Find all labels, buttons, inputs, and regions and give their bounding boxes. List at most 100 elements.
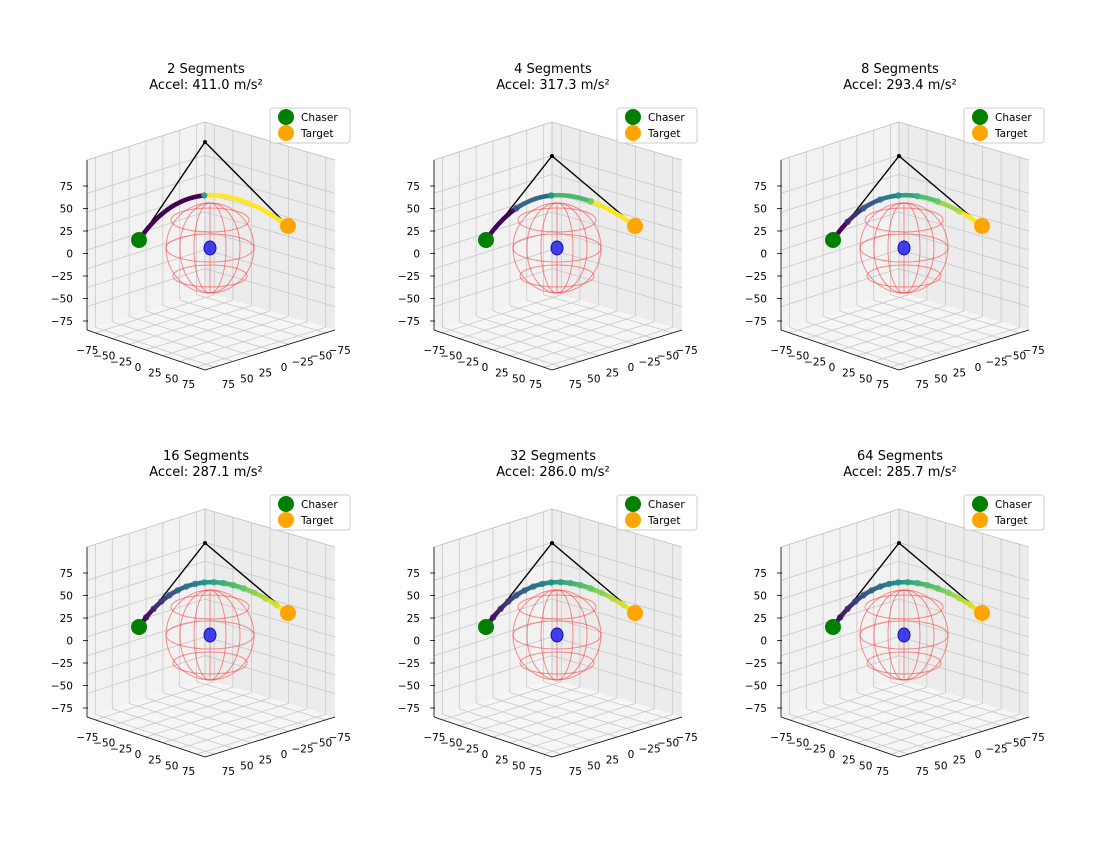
- x-tick-label: 75: [182, 379, 195, 391]
- knot-point: [885, 580, 893, 588]
- legend-chaser-label: Chaser: [995, 499, 1032, 511]
- apex-point: [203, 140, 207, 144]
- legend: Chaser Target: [963, 494, 1045, 531]
- pane-edges: [780, 121, 1030, 292]
- grid-line-floor: [873, 708, 1002, 749]
- center-marker: [203, 627, 217, 643]
- chart-title: 64 Segments: [857, 449, 943, 464]
- z-tick-label: 0: [66, 636, 73, 648]
- x-tick-label: −50: [93, 351, 115, 363]
- y-tick-label: 50: [934, 760, 947, 772]
- chart-subtitle: Accel: 285.7 m/s²: [843, 465, 956, 480]
- grid-line-floor: [442, 326, 562, 368]
- y-tick-label: 25: [606, 368, 619, 380]
- trajectory: [483, 579, 638, 630]
- legend-chaser-marker: [278, 109, 294, 125]
- y-tick-label: 0: [975, 362, 982, 374]
- y-tick-label: 50: [587, 373, 600, 385]
- x-tick-label: 50: [859, 760, 872, 772]
- knot-point: [240, 585, 248, 592]
- x-tick-label: 25: [148, 368, 161, 380]
- grid-line-floor: [509, 316, 636, 357]
- knot-point: [924, 581, 931, 589]
- x-tick-label: 50: [165, 373, 178, 385]
- x-tick-label: 75: [182, 766, 195, 778]
- x-tick-label: −25: [457, 356, 479, 368]
- knot-point: [567, 579, 574, 587]
- apex-point: [550, 154, 554, 158]
- target-marker: [974, 218, 990, 234]
- knot-point: [895, 192, 902, 199]
- apex-point: [203, 541, 207, 545]
- grid-line-floor: [459, 708, 580, 749]
- floor-pane: [434, 292, 682, 370]
- knot-point: [201, 192, 208, 199]
- grid-line-floor: [890, 326, 1020, 368]
- y-tick-label: 75: [222, 766, 235, 778]
- x-tick-label: 0: [482, 749, 489, 761]
- y-tick-label: 25: [259, 755, 272, 767]
- x-tick-label: 0: [829, 749, 836, 761]
- legend-target-marker: [625, 512, 641, 528]
- grid-line-floor: [839, 697, 965, 738]
- grid: [780, 511, 1030, 755]
- y-tick-label: −25: [638, 743, 660, 755]
- grid-line-floor: [196, 713, 326, 755]
- center-marker: [897, 627, 911, 643]
- grid-line-floor: [162, 703, 289, 744]
- y-tick-label: −25: [985, 743, 1007, 755]
- knot-point: [273, 601, 280, 609]
- grid-line-floor: [129, 703, 252, 744]
- z-tick-label: 25: [60, 226, 73, 238]
- legend-chaser-marker: [278, 496, 294, 512]
- z-tick-label: 50: [60, 204, 73, 216]
- y-tick-label: −50: [310, 738, 332, 750]
- grid-line-floor: [806, 708, 927, 749]
- chaser-marker: [478, 232, 494, 248]
- grid-line-floor: [890, 713, 1020, 755]
- knot-point: [210, 579, 217, 586]
- z-tick-label: 25: [407, 226, 420, 238]
- legend-target-label: Target: [994, 128, 1027, 140]
- x-tick-label: −75: [76, 732, 98, 744]
- grid-line-floor: [442, 713, 562, 755]
- chart-title: 8 Segments: [861, 62, 939, 77]
- pane-edges: [433, 121, 683, 292]
- grid-line-floor: [543, 326, 673, 368]
- z-tick-label: 25: [754, 226, 767, 238]
- grid-line-floor: [839, 310, 965, 351]
- knot-point: [220, 579, 227, 587]
- apex-point: [897, 541, 901, 545]
- knot-point: [587, 198, 595, 205]
- grid-line-floor: [95, 713, 215, 755]
- y-tick-label: 50: [240, 760, 253, 772]
- grid-line-floor: [789, 326, 909, 368]
- y-tick-label: 0: [975, 749, 982, 761]
- legend-chaser-marker: [972, 496, 988, 512]
- knot-point: [587, 585, 595, 592]
- x-tick-label: −25: [804, 356, 826, 368]
- grid-line-floor: [112, 321, 233, 362]
- y-tick-label: −25: [291, 356, 313, 368]
- pane-edges: [433, 508, 683, 679]
- knot-point: [877, 196, 884, 203]
- z-tick-label: 75: [407, 568, 420, 580]
- y-axis-line: [204, 716, 336, 758]
- z-tick-label: 25: [754, 613, 767, 625]
- chaser-marker: [478, 619, 494, 635]
- legend-chaser-label: Chaser: [995, 112, 1032, 124]
- x-tick-label: −25: [804, 743, 826, 755]
- grid-line-floor: [856, 703, 983, 744]
- z-tick-label: −50: [51, 681, 73, 693]
- knot-point: [956, 208, 963, 215]
- floor-pane: [87, 679, 335, 757]
- x-tick-label: 50: [165, 760, 178, 772]
- y-tick-label: −75: [329, 345, 351, 357]
- knot-point: [166, 592, 173, 599]
- x-tick-label: 25: [495, 368, 508, 380]
- z-tick-label: 50: [407, 591, 420, 603]
- x-axis-line: [86, 716, 206, 758]
